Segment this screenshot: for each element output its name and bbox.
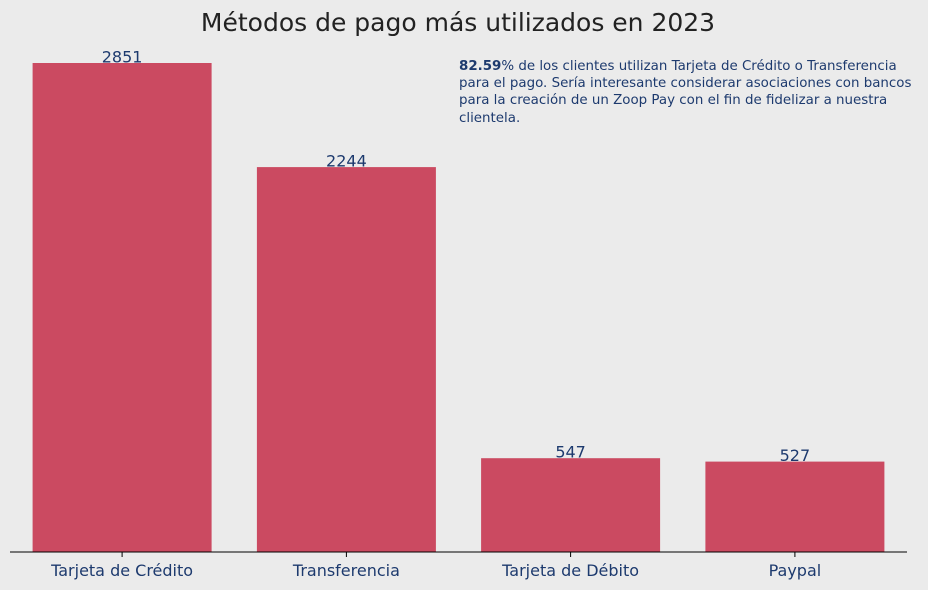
bar-labels-group: 2851 2244 547 527: [102, 48, 810, 466]
bars-group: [32, 63, 885, 552]
bar-tarjeta-de-debito: [481, 458, 661, 552]
bar-value-label-tarjeta-de-debito: 547: [555, 443, 586, 462]
x-ticks-group: Tarjeta de Crédito Transferencia Tarjeta d…: [50, 552, 821, 580]
x-tick-label-tarjeta-de-credito: Tarjeta de Crédito: [50, 561, 193, 580]
x-tick-label-transferencia: Transferencia: [292, 561, 400, 580]
bar-paypal: [705, 461, 885, 552]
bar-value-label-paypal: 527: [780, 446, 811, 465]
insight-annotation: 82.59% de los clientes utilizan Tarjeta …: [459, 58, 925, 127]
annotation-highlight: 82.59: [459, 59, 502, 74]
bar-transferencia: [256, 167, 436, 552]
bar-tarjeta-de-credito: [32, 63, 212, 552]
x-tick-label-paypal: Paypal: [769, 561, 822, 580]
chart-title: Métodos de pago más utilizados en 2023: [201, 8, 715, 37]
bar-value-label-tarjeta-de-credito: 2851: [102, 48, 143, 67]
x-tick-label-tarjeta-de-debito: Tarjeta de Débito: [501, 561, 639, 580]
bar-value-label-transferencia: 2244: [326, 152, 367, 171]
annotation-text: % de los clientes utilizan Tarjeta de Cr…: [459, 59, 912, 126]
